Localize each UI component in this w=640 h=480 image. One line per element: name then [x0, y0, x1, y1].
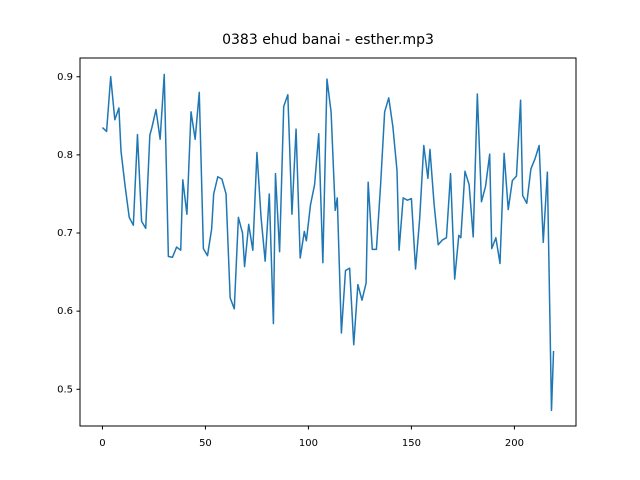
- x-tick-label: 100: [299, 438, 318, 449]
- y-tick-label: 0.9: [57, 72, 73, 83]
- y-tick-label: 0.6: [57, 306, 73, 317]
- plot-frame: [79, 57, 577, 427]
- x-tick-label: 0: [99, 438, 105, 449]
- x-tick-label: 200: [505, 438, 524, 449]
- x-tick-label: 50: [199, 438, 212, 449]
- x-tick-label: 150: [402, 438, 421, 449]
- chart-title: 0383 ehud banai - esther.mp3: [222, 32, 434, 48]
- y-tick-label: 0.5: [57, 384, 73, 395]
- y-tick-label: 0.7: [57, 228, 73, 239]
- y-tick-label: 0.8: [57, 150, 73, 161]
- data-line: [101, 73, 555, 412]
